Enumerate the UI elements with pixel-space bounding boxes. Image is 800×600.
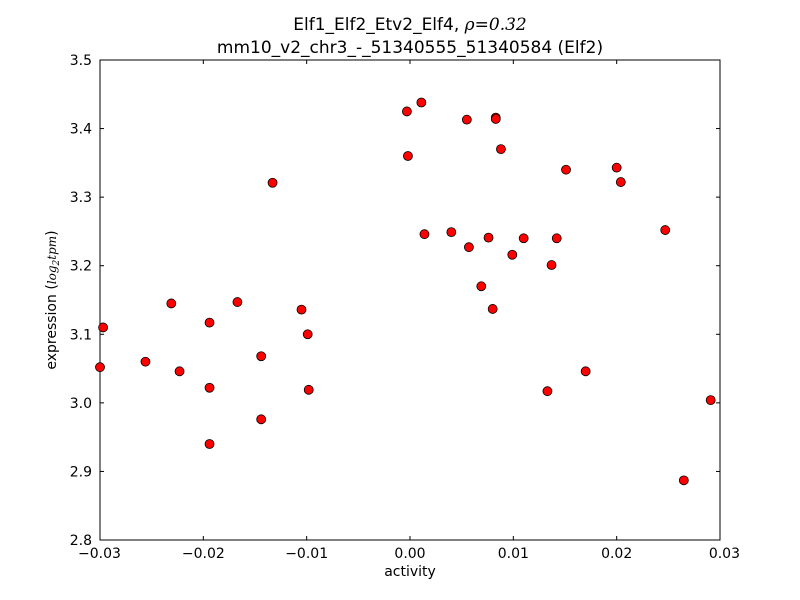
scatter-point bbox=[705, 395, 716, 406]
scatter-point bbox=[660, 225, 671, 235]
scatter-point bbox=[267, 177, 278, 188]
axis-ticks: −0.03 −0.02 −0.01 0.00 0.01 0.02 0.03 2.8 2.9 3.0… bbox=[70, 53, 740, 562]
scatter-point bbox=[174, 366, 185, 377]
scatter-point bbox=[419, 229, 430, 240]
scatter-point bbox=[98, 322, 108, 333]
scatter-point bbox=[401, 106, 412, 117]
x-tick-label: 0.02 bbox=[601, 546, 632, 562]
scatter-point bbox=[446, 227, 457, 238]
scatter-point bbox=[551, 233, 562, 244]
scatter-point bbox=[507, 249, 518, 260]
y-tick-label: 3.2 bbox=[70, 259, 92, 275]
y-tick-label: 3.5 bbox=[70, 53, 92, 69]
scatter-point bbox=[561, 164, 571, 175]
y-tick-label: 2.9 bbox=[70, 464, 92, 480]
scatter-point bbox=[476, 281, 487, 292]
scatter-point bbox=[483, 232, 494, 243]
chart-title-line-2: mm10_v2_chr3_-_51340555_51340584 (Elf2) bbox=[217, 38, 603, 58]
scatter-point bbox=[232, 297, 243, 307]
scatter-point bbox=[204, 317, 215, 328]
x-tick-label: 0.01 bbox=[498, 546, 529, 562]
scatter-point bbox=[204, 439, 215, 449]
y-tick-label: 3.1 bbox=[70, 327, 92, 343]
scatter-point bbox=[546, 260, 557, 270]
scatter-point bbox=[302, 329, 313, 340]
scatter-point bbox=[518, 233, 529, 244]
scatter-point bbox=[296, 304, 307, 315]
y-axis-label-suffix: ) bbox=[44, 230, 60, 235]
scatter-point bbox=[487, 304, 498, 314]
scatter-point bbox=[303, 384, 314, 395]
y-axis-label-math-rest: tpm bbox=[45, 236, 59, 260]
scatter-point bbox=[496, 144, 506, 155]
scatter-point bbox=[542, 386, 553, 397]
y-axis-label: expression (log2tpm) bbox=[44, 230, 62, 369]
scatter-point bbox=[204, 382, 215, 393]
scatter-point bbox=[166, 298, 177, 309]
x-tick-label: −0.03 bbox=[78, 546, 121, 562]
scatter-point bbox=[463, 242, 474, 253]
scatter-point bbox=[678, 475, 689, 486]
scatter-point bbox=[256, 351, 267, 362]
y-tick-label: 3.3 bbox=[70, 190, 92, 206]
scatter-point bbox=[461, 114, 472, 125]
chart-title-rho-value: =0.32 bbox=[475, 15, 527, 35]
scatter-point bbox=[140, 356, 151, 367]
x-tick-label: 0.03 bbox=[709, 546, 740, 562]
x-tick-label: −0.01 bbox=[285, 546, 328, 562]
scatter-point bbox=[95, 362, 105, 373]
y-axis-label-math-sub: 2 bbox=[52, 259, 62, 266]
scatter-point bbox=[256, 414, 267, 425]
x-tick-label: 0.00 bbox=[394, 546, 425, 562]
scatter-point bbox=[615, 177, 626, 187]
scatter-point bbox=[580, 366, 591, 377]
y-tick-label: 3.0 bbox=[70, 396, 92, 412]
scatter-point bbox=[490, 114, 501, 124]
x-axis-label: activity bbox=[384, 564, 436, 580]
y-axis-label-prefix: expression ( bbox=[44, 284, 60, 369]
scatter-point bbox=[416, 97, 427, 108]
chart-title-rho-symbol: ρ bbox=[464, 15, 475, 35]
chart-title-prefix: Elf1_Elf2_Etv2_Elf4, bbox=[293, 15, 464, 35]
y-tick-label: 2.8 bbox=[70, 533, 92, 549]
x-tick-label: −0.02 bbox=[182, 546, 225, 562]
scatter-point bbox=[611, 162, 622, 173]
chart-title-line-1: Elf1_Elf2_Etv2_Elf4, ρ=0.32 bbox=[293, 15, 527, 35]
y-axis-label-math-base: log bbox=[45, 265, 59, 284]
scatter-point bbox=[403, 151, 413, 161]
data-points bbox=[95, 97, 716, 486]
y-tick-label: 3.4 bbox=[70, 122, 92, 138]
